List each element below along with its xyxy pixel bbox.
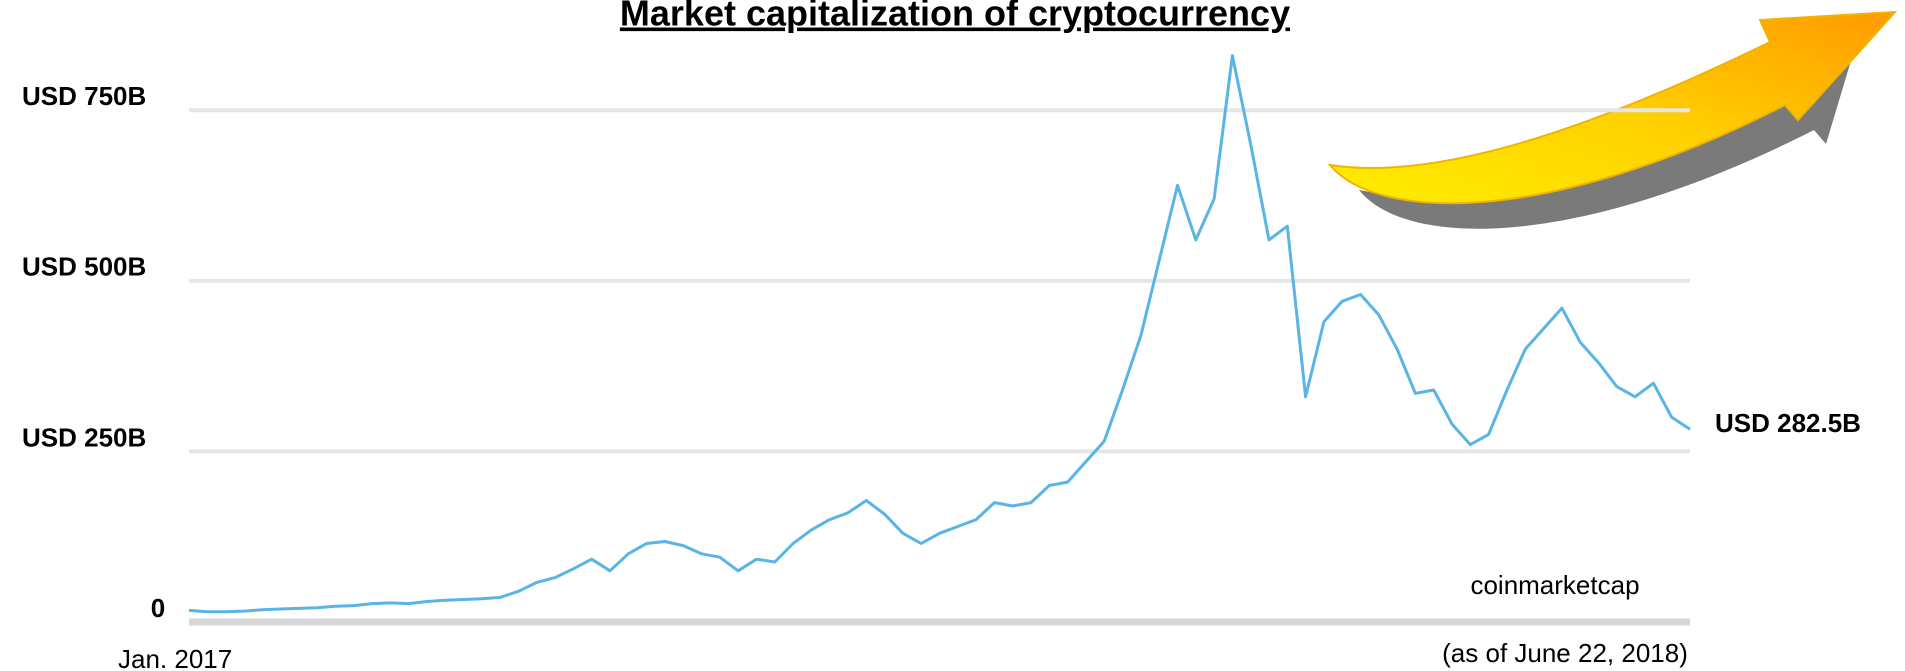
data-line [188,54,1691,614]
y-tick-label: USD 250B [22,422,146,452]
x-tick-label: Jan. 2017 [118,644,232,671]
x-tick-label: (as of June 22, 2018) [1442,638,1688,668]
y-tick-label: USD 500B [22,252,146,282]
value-label: USD 282.5B [1715,408,1861,438]
chart-title: Market capitalization of cryptocurrency [620,0,1290,34]
arrow-decoration [1327,10,1898,229]
source-label: coinmarketcap [1470,570,1639,600]
y-tick-label: 0 [151,593,165,623]
y-tick-label: USD 750B [22,81,146,111]
